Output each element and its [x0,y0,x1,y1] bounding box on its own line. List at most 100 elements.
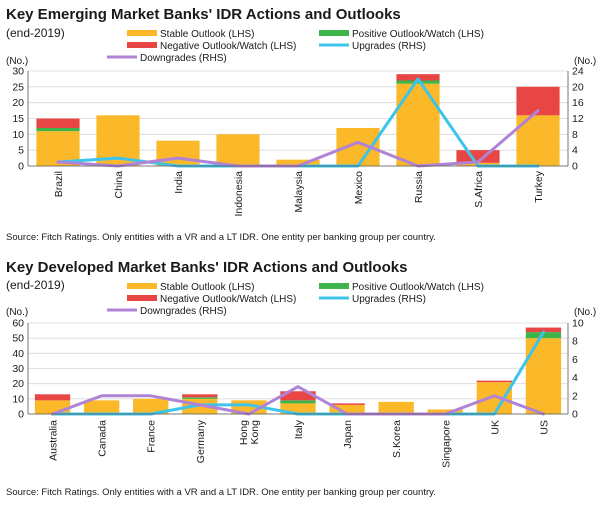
y-axis-right-label: (No.) [574,56,596,67]
x-tick-label: Italy [293,419,305,439]
legend-swatch-positive-outlook-watch-lhs [319,283,349,289]
source-note: Source: Fitch Ratings. Only entities wit… [6,487,436,498]
legend-swatch-stable-outlook-lhs [127,30,157,36]
y-tick-left-label: 40 [12,348,24,360]
x-tick-label: US [538,420,550,435]
bars [34,327,562,414]
y-tick-left-label: 25 [12,81,24,93]
y-tick-left-label: 30 [12,66,24,78]
y-tick-left-label: 0 [18,161,24,173]
x-tick-label: Indonesia [233,171,245,217]
x-tick-label: Russia [413,171,425,203]
x-tick-label: India [173,171,185,194]
legend: Stable Outlook (LHS) Positive Outlook/Wat… [107,29,484,64]
y-axis-left-label: (No.) [6,56,28,67]
bar-stable-outlook-lhs-canada [83,400,120,414]
x-tick-label: Singapore [440,420,452,468]
legend-label-upgrades-rhs: Upgrades (RHS) [352,294,426,305]
bar-stable-outlook-lhs-italy [280,403,316,414]
legend-label-downgrades-rhs: Downgrades (RHS) [140,306,227,317]
x-tick-label: S.Korea [391,420,403,458]
y-tick-right-label: 16 [572,97,584,109]
legend-label-upgrades-rhs: Upgrades (RHS) [352,41,426,52]
y-tick-right-label: 4 [572,145,578,157]
y-tick-right-label: 8 [572,129,578,141]
y-tick-right-label: 0 [572,161,578,173]
y-axis-left-label: (No.) [6,307,28,318]
y-tick-right-label: 20 [572,81,584,93]
legend-label-downgrades-rhs: Downgrades (RHS) [140,53,227,64]
y-tick-left-label: 15 [12,113,24,125]
y-tick-right-label: 8 [572,336,578,348]
bar-positive-outlook-watch-lhs-germany [182,397,218,399]
legend-swatch-negative-outlook-watch-lhs [127,42,157,48]
y-tick-left-label: 20 [12,97,24,109]
legend-label-positive-outlook-watch-lhs: Positive Outlook/Watch (LHS) [352,282,484,293]
x-tick-label: Australia [48,420,60,461]
y-tick-left-label: 50 [12,333,24,345]
legend-label-positive-outlook-watch-lhs: Positive Outlook/Watch (LHS) [352,29,484,40]
bar-negative-outlook-watch-lhs-australia [34,394,71,401]
x-tick-label: China [113,171,125,199]
bar-stable-outlook-lhs-us [525,338,562,414]
bar-stable-outlook-lhs-singapore [427,409,463,414]
bar-stable-outlook-lhs-indonesia [216,134,260,166]
x-tick-label: Japan [342,420,354,449]
bar-negative-outlook-watch-lhs-uk [476,380,513,383]
bar-positive-outlook-watch-lhs-russia [396,80,440,84]
legend-swatch-stable-outlook-lhs [127,283,157,289]
bar-negative-outlook-watch-lhs-germany [182,394,218,398]
bar-negative-outlook-watch-lhs-us [525,327,562,333]
bar-positive-outlook-watch-lhs-italy [280,400,316,404]
chart-title: Key Developed Market Banks' IDR Actions … [6,259,407,276]
y-tick-right-label: 24 [572,66,584,78]
x-tick-label-line: Kong [249,420,261,445]
x-tick-label: Germany [195,419,207,463]
chart-developed-markets: Key Developed Market Banks' IDR Actions … [6,259,596,498]
x-tick-label: Brazil [53,171,65,197]
bar-negative-outlook-watch-lhs-japan [329,403,365,405]
y-tick-left-label: 60 [12,318,24,330]
chart-subtitle: (end-2019) [6,278,65,292]
x-tick-label-line: Hong [238,420,250,445]
legend-label-stable-outlook-lhs: Stable Outlook (LHS) [160,29,255,40]
y-tick-left-label: 10 [12,129,24,141]
bar-stable-outlook-lhs-russia [396,83,440,166]
y-tick-left-label: 30 [12,363,24,375]
legend-label-stable-outlook-lhs: Stable Outlook (LHS) [160,282,255,293]
bar-stable-outlook-lhs-japan [329,404,365,414]
legend-label-negative-outlook-watch-lhs: Negative Outlook/Watch (LHS) [160,294,296,305]
axes: 0 10 20 30 40 50 60 0 2 4 6 8 10 Australia Canada Franc… [12,318,584,468]
y-axis-right-label: (No.) [574,307,596,318]
legend-swatch-positive-outlook-watch-lhs [319,30,349,36]
x-tick-label: HongKong [238,420,261,445]
bar-stable-outlook-lhs-australia [34,400,71,414]
bars [36,74,560,166]
y-tick-left-label: 5 [18,145,24,157]
x-tick-label: Turkey [533,170,545,202]
x-tick-label: S.Africa [473,171,485,208]
axes: 0 5 10 15 20 25 30 0 4 8 12 16 20 24 Brazil China India I… [12,66,584,217]
bar-stable-outlook-lhs-s-korea [378,401,414,414]
y-tick-right-label: 0 [572,409,578,421]
bar-stable-outlook-lhs-uk [476,382,513,414]
bar-negative-outlook-watch-lhs-russia [396,74,440,81]
line-downgrades-rhs [51,385,545,416]
x-tick-label: France [146,420,158,453]
chart-subtitle: (end-2019) [6,26,65,40]
legend: Stable Outlook (LHS) Positive Outlook/Wat… [107,282,484,317]
bar-positive-outlook-watch-lhs-brazil [36,128,80,132]
legend-swatch-negative-outlook-watch-lhs [127,295,157,301]
chart-title: Key Emerging Market Banks' IDR Actions a… [6,6,401,23]
bar-stable-outlook-lhs-india [156,140,200,166]
y-tick-left-label: 20 [12,378,24,390]
y-tick-right-label: 12 [572,113,584,125]
chart-emerging-markets: Key Emerging Market Banks' IDR Actions a… [6,6,596,243]
y-tick-right-label: 4 [572,372,578,384]
bar-stable-outlook-lhs-france [133,398,169,414]
y-tick-left-label: 10 [12,393,24,405]
x-tick-label: Canada [97,420,109,457]
bar-stable-outlook-lhs-malaysia [276,159,320,166]
x-tick-label: Malaysia [293,171,305,213]
